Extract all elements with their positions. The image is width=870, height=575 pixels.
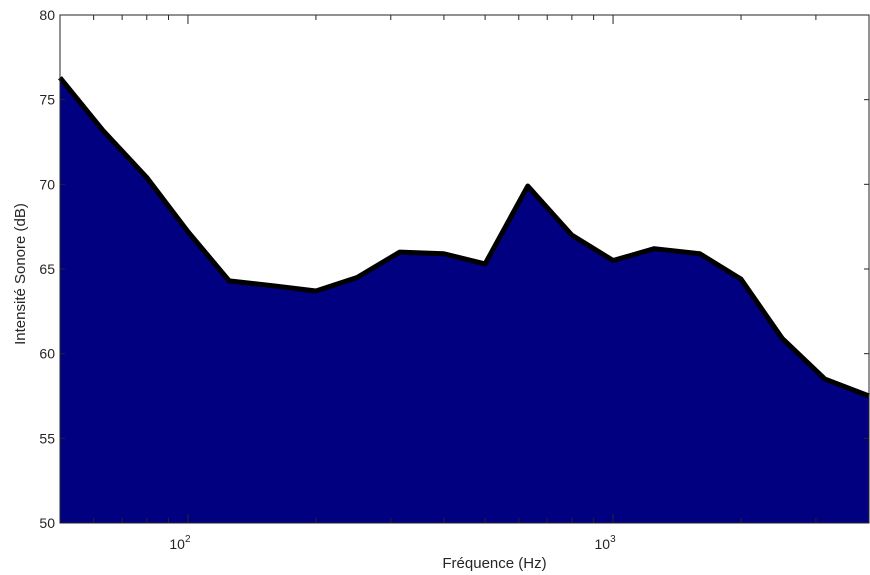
plot-area bbox=[58, 76, 870, 524]
series-line bbox=[58, 76, 870, 399]
y-tick-label: 55 bbox=[39, 430, 55, 446]
area-fill bbox=[60, 77, 869, 524]
y-tick-label: 80 bbox=[39, 7, 55, 23]
y-tick-label: 60 bbox=[39, 346, 55, 362]
x-tick-label: 103 bbox=[594, 534, 616, 552]
axes bbox=[59, 14, 870, 524]
x-axis-label: Fréquence (Hz) bbox=[442, 555, 546, 572]
tick-labels: 50 55 60 65 70 75 80 102 103 bbox=[39, 7, 616, 552]
y-tick-label: 75 bbox=[39, 92, 55, 108]
x-tick-label: 102 bbox=[169, 534, 191, 552]
y-tick-label: 50 bbox=[39, 515, 55, 531]
y-tick-label: 70 bbox=[39, 176, 55, 192]
y-tick-label: 65 bbox=[39, 261, 55, 277]
y-axis-label: Intensité Sonore (dB) bbox=[12, 203, 29, 345]
